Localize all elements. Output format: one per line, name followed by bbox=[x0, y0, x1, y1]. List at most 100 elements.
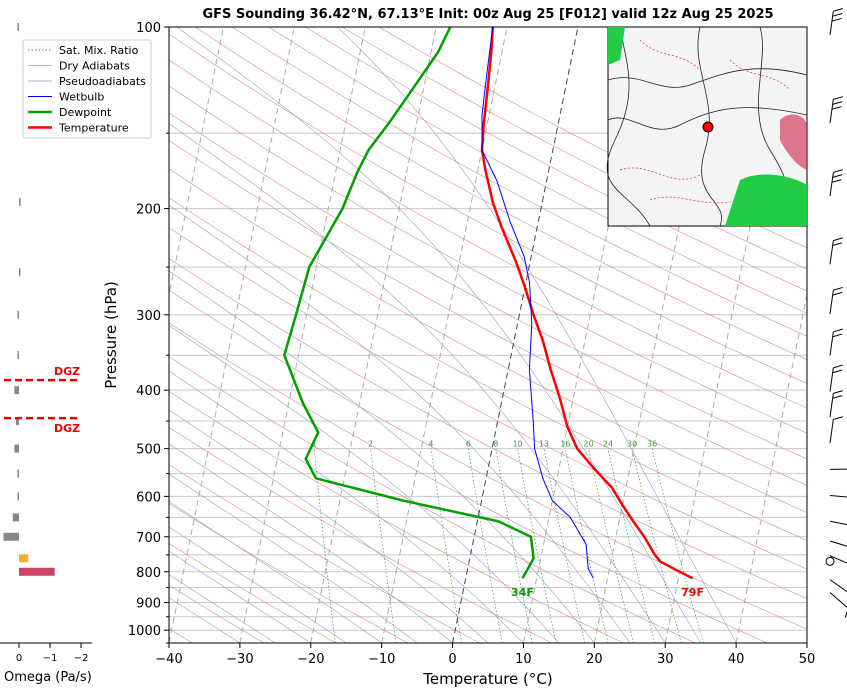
omega-bar bbox=[17, 23, 19, 31]
dry-adiabat-line bbox=[169, 112, 807, 460]
omega-bar bbox=[12, 513, 19, 522]
isotherm-line bbox=[169, 27, 295, 643]
mixing-ratio-label: 20 bbox=[584, 440, 594, 449]
wind-barb-flag bbox=[833, 364, 843, 369]
mixing-ratio-label: 10 bbox=[513, 440, 523, 449]
mixing-ratio-label: 16 bbox=[560, 440, 570, 449]
wind-barb-flag bbox=[833, 328, 843, 333]
x-tick-label: −30 bbox=[226, 652, 253, 667]
wind-barb-staff bbox=[829, 540, 847, 549]
pseudoadiabat-line bbox=[169, 409, 489, 643]
wind-barb-staff bbox=[829, 240, 834, 265]
wind-barb-staff bbox=[829, 331, 834, 356]
omega-bar bbox=[19, 554, 29, 563]
mixing-ratio-label: 24 bbox=[603, 440, 613, 449]
y-axis-label: Pressure (hPa) bbox=[102, 281, 120, 389]
wind-barb-flag bbox=[833, 237, 843, 242]
y-tick-label: 200 bbox=[136, 203, 161, 218]
isotherm-line bbox=[239, 27, 366, 643]
omega-bar bbox=[19, 567, 55, 576]
pseudoadiabat-line bbox=[337, 27, 737, 643]
wetbulb-line bbox=[481, 27, 594, 579]
map-temperature-contour bbox=[619, 39, 791, 204]
wind-barb-flag bbox=[832, 395, 843, 399]
mixing-ratio-label: 13 bbox=[539, 440, 549, 449]
wind-barb bbox=[829, 328, 843, 356]
map-contour bbox=[606, 26, 808, 227]
calm-wind-marker bbox=[825, 556, 835, 566]
wind-barb bbox=[829, 579, 847, 594]
pseudoadiabat-line bbox=[169, 526, 347, 643]
omega-bar bbox=[17, 469, 19, 478]
mixing-ratio-line bbox=[631, 448, 682, 643]
legend-label: Sat. Mix. Ratio bbox=[59, 44, 139, 57]
wind-barb-staff bbox=[829, 555, 847, 566]
wind-barb-staff bbox=[829, 495, 847, 499]
mixing-ratio-line bbox=[651, 448, 704, 643]
wind-barb-staff bbox=[829, 520, 847, 527]
wind-barb bbox=[829, 390, 843, 418]
omega-axis-label: Omega (Pa/s) bbox=[4, 670, 92, 685]
wind-barb-staff bbox=[829, 172, 834, 197]
wind-barb-flag bbox=[832, 101, 843, 105]
dgz-label: DGZ bbox=[54, 365, 80, 378]
wind-barbs bbox=[825, 8, 847, 618]
isotherm-line bbox=[310, 27, 437, 643]
dry-adiabat-line bbox=[169, 322, 768, 643]
mixing-ratio-label: 36 bbox=[647, 440, 657, 449]
isotherm-line bbox=[806, 640, 807, 643]
isotherm-line bbox=[169, 27, 224, 298]
y-tick-label: 700 bbox=[136, 531, 161, 546]
y-tick-label: 500 bbox=[136, 443, 161, 458]
x-tick-label: 50 bbox=[799, 652, 816, 667]
sounding-location-marker bbox=[702, 121, 714, 133]
mixing-ratio-line bbox=[543, 448, 586, 643]
dry-adiabat-line bbox=[169, 427, 552, 643]
dry-adiabat-line bbox=[231, 27, 807, 337]
wind-barb-flag bbox=[844, 608, 847, 618]
inset-map bbox=[606, 26, 808, 227]
mixing-ratio-line bbox=[495, 448, 533, 643]
omega-bar bbox=[14, 444, 19, 453]
pseudoadiabat-line bbox=[169, 574, 276, 643]
wind-barb bbox=[829, 169, 843, 197]
wind-barb-flag bbox=[833, 390, 843, 394]
mixing-ratio-label: 6 bbox=[466, 440, 471, 449]
y-tick-label: 100 bbox=[136, 21, 161, 36]
omega-tick-label: 0 bbox=[16, 653, 22, 664]
wind-barb-flag bbox=[832, 333, 843, 338]
mixing-ratio-line bbox=[370, 448, 397, 643]
dry-adiabat-line bbox=[169, 584, 265, 643]
mixing-ratio-lines: 1 2 4 6 8 10 13 16 20 24 30 36 bbox=[312, 440, 704, 643]
isotherm-line bbox=[0, 27, 11, 643]
surface-dewpoint-label: 34F bbox=[511, 586, 534, 599]
pseudoadiabat-line bbox=[169, 370, 524, 643]
wind-barb-flag bbox=[833, 169, 843, 173]
dry-adiabat-line bbox=[169, 85, 807, 434]
wind-barb-staff bbox=[829, 367, 834, 392]
y-tick-label: 1000 bbox=[128, 624, 161, 639]
pseudoadiabat-line bbox=[176, 27, 701, 643]
pseudoadiabat-line bbox=[169, 597, 241, 643]
mixing-ratio-line bbox=[607, 448, 656, 643]
wind-barb-flag bbox=[832, 291, 843, 296]
pseudoadiabat-line bbox=[169, 270, 595, 643]
wind-barb-staff bbox=[829, 11, 834, 36]
wind-barb-flag bbox=[833, 286, 843, 291]
wind-barb bbox=[829, 468, 847, 470]
mixing-ratio-label: 4 bbox=[428, 440, 433, 449]
dewpoint-line bbox=[283, 27, 535, 579]
isotherm-line bbox=[452, 27, 579, 643]
wind-barb bbox=[829, 520, 847, 527]
omega-tick-label: −2 bbox=[74, 653, 89, 664]
x-tick-label: 0 bbox=[448, 652, 456, 667]
omega-bar bbox=[19, 268, 21, 277]
x-tick-label: 10 bbox=[515, 652, 532, 667]
wind-barb-flag bbox=[833, 96, 843, 100]
map-precip-area bbox=[608, 27, 625, 65]
mixing-ratio-line bbox=[430, 448, 463, 643]
isotherm-line bbox=[735, 292, 807, 643]
dry-adiabat-line bbox=[305, 27, 807, 292]
wind-barb bbox=[829, 237, 843, 265]
